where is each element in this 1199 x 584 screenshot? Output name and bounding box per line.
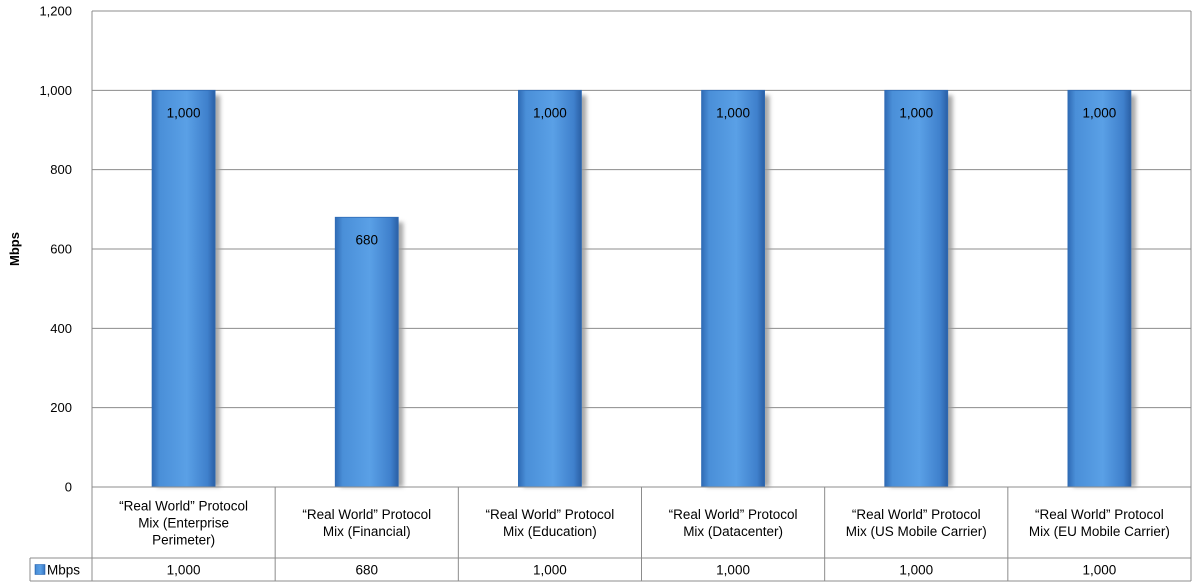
legend-series-name: Mbps bbox=[47, 563, 80, 578]
bar bbox=[1067, 89, 1132, 488]
category-label: “Real World” Protocol Mix (Financial) bbox=[302, 507, 431, 539]
data-label: 1,000 bbox=[533, 105, 567, 120]
table-value: 1,000 bbox=[1083, 563, 1117, 578]
bar bbox=[884, 89, 949, 488]
category-label: “Real World” Protocol Mix (Education) bbox=[486, 507, 615, 539]
category-label: “Real World” Protocol Mix (Enterprise Peri… bbox=[119, 499, 248, 548]
legend-swatch bbox=[34, 564, 46, 575]
data-label: 1,000 bbox=[167, 105, 201, 120]
table-value: 1,000 bbox=[716, 563, 750, 578]
category-label-line: Mix (Financial) bbox=[323, 524, 411, 539]
data-label: 680 bbox=[355, 232, 378, 247]
category-label: “Real World” Protocol Mix (EU Mobile Carr… bbox=[1029, 507, 1170, 539]
category-label-line: Mix (Enterprise bbox=[138, 516, 229, 531]
y-tick-label: 0 bbox=[65, 480, 72, 495]
y-tick-label: 600 bbox=[50, 242, 72, 257]
bar bbox=[701, 89, 765, 488]
category-label: “Real World” Protocol Mix (Datacenter) bbox=[669, 507, 798, 539]
category-label-line: Mix (EU Mobile Carrier) bbox=[1029, 524, 1170, 539]
y-tick-label: 1,000 bbox=[39, 83, 72, 98]
category-label-line: Mix (Datacenter) bbox=[683, 524, 783, 539]
y-tick-label: 800 bbox=[50, 162, 72, 177]
bar bbox=[334, 216, 399, 488]
category-label-line: Perimeter) bbox=[152, 533, 215, 548]
category-label-line: Mix (US Mobile Carrier) bbox=[846, 524, 987, 539]
bar bbox=[151, 89, 216, 488]
data-label: 1,000 bbox=[716, 105, 750, 120]
table-value: 680 bbox=[355, 563, 378, 578]
table-value: 1,000 bbox=[533, 563, 567, 578]
y-tick-label: 400 bbox=[50, 321, 72, 336]
y-axis-title: Mbps bbox=[7, 232, 22, 266]
data-label: 1,000 bbox=[899, 105, 933, 120]
category-label-line: “Real World” Protocol bbox=[302, 507, 431, 522]
category-label-line: “Real World” Protocol bbox=[1035, 507, 1164, 522]
table-value: 1,000 bbox=[167, 563, 201, 578]
category-label-line: “Real World” Protocol bbox=[669, 507, 798, 522]
category-label-line: “Real World” Protocol bbox=[486, 507, 615, 522]
category-label: “Real World” Protocol Mix (US Mobile Carr… bbox=[846, 507, 987, 539]
table-value: 1,000 bbox=[899, 563, 933, 578]
data-label: 1,000 bbox=[1083, 105, 1117, 120]
category-label-line: Mix (Education) bbox=[503, 524, 597, 539]
category-label-line: “Real World” Protocol bbox=[119, 499, 248, 514]
y-tick-label: 200 bbox=[50, 400, 72, 415]
y-tick-label: 1,200 bbox=[39, 4, 72, 19]
bar bbox=[518, 89, 582, 488]
category-label-line: “Real World” Protocol bbox=[852, 507, 981, 522]
